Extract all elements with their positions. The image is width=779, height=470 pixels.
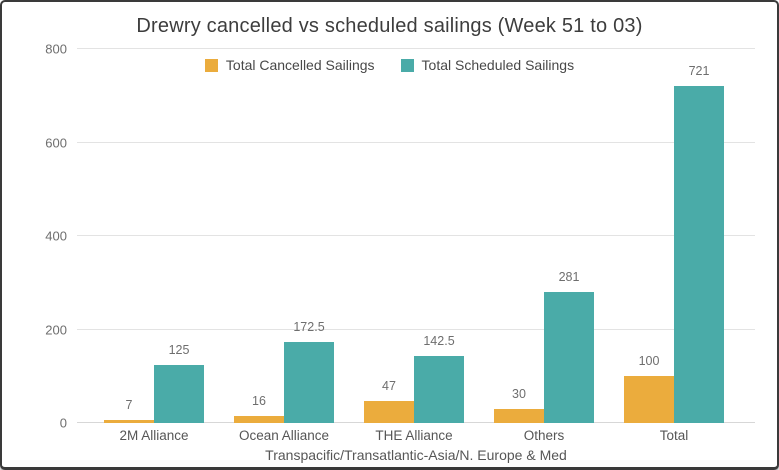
bar-group-others: 30 281 — [479, 49, 609, 423]
bar-value-label-cancelled-ocean-alliance: 16 — [252, 393, 266, 408]
bar-col-scheduled-others: 281 — [544, 49, 594, 423]
bar-scheduled-total — [674, 85, 724, 423]
bar-group-ocean-alliance: 16 172.5 — [219, 49, 349, 423]
bar-scheduled-others — [544, 291, 594, 423]
gridline-800 — [77, 48, 755, 49]
bar-value-label-cancelled-others: 30 — [512, 386, 526, 401]
legend-item-scheduled: Total Scheduled Sailings — [400, 57, 575, 73]
bar-value-label-scheduled-the-alliance: 142.5 — [423, 334, 455, 349]
x-tick-label-2m-alliance: 2M Alliance — [119, 428, 189, 443]
bar-col-scheduled-the-alliance: 142.5 — [414, 49, 464, 423]
bar-value-label-scheduled-ocean-alliance: 172.5 — [293, 320, 325, 335]
legend-swatch-scheduled-icon — [400, 58, 414, 72]
bar-value-label-scheduled-total: 721 — [688, 63, 710, 78]
gridline-200 — [77, 328, 755, 330]
y-tick-label-400: 400 — [45, 228, 67, 244]
bar-col-cancelled-others: 30 — [494, 49, 544, 423]
bar-col-scheduled-ocean-alliance: 172.5 — [284, 49, 334, 423]
x-tick-label-others: Others — [523, 428, 565, 443]
chart-title: Drewry cancelled vs scheduled sailings (… — [136, 15, 643, 37]
x-axis: 2M Alliance Ocean Alliance THE Alliance Oth… — [89, 428, 739, 443]
legend-label-cancelled: Total Cancelled Sailings — [225, 57, 375, 73]
y-tick-label-600: 600 — [45, 135, 67, 150]
bar-cancelled-total — [624, 376, 674, 423]
bar-cancelled-others — [494, 408, 544, 423]
bar-scheduled-the-alliance — [414, 356, 464, 423]
bar-group-2m-alliance: 7 125 — [89, 49, 219, 423]
bar-group-total: 100 721 — [609, 49, 739, 423]
plot-area: 7 125 16 172.5 47 142.5 30 281 100 721 — [89, 49, 739, 423]
bar-cancelled-the-alliance — [364, 401, 414, 423]
bar-value-label-scheduled-others: 281 — [558, 269, 580, 284]
legend-swatch-cancelled-icon — [204, 58, 218, 72]
bar-col-cancelled-2m-alliance: 7 — [104, 49, 154, 423]
y-tick-label-800: 800 — [45, 41, 67, 57]
bar-group-the-alliance: 47 142.5 — [349, 49, 479, 423]
bar-value-label-scheduled-2m-alliance: 125 — [168, 342, 190, 357]
x-tick-label-ocean-alliance: Ocean Alliance — [238, 428, 330, 443]
legend: Total Cancelled Sailings Total Scheduled… — [2, 57, 777, 73]
legend-label-scheduled: Total Scheduled Sailings — [421, 57, 575, 73]
bar-col-cancelled-the-alliance: 47 — [364, 49, 414, 423]
legend-item-cancelled: Total Cancelled Sailings — [204, 57, 375, 73]
bar-cancelled-2m-alliance — [104, 419, 154, 423]
bar-col-scheduled-2m-alliance: 125 — [154, 49, 204, 423]
x-axis-title: Transpacific/Transatlantic-Asia/N. Europ… — [265, 447, 567, 463]
y-axis: 0 200 400 600 800 — [2, 42, 67, 431]
bar-value-label-cancelled-total: 100 — [638, 354, 660, 369]
bar-col-scheduled-total: 721 — [674, 49, 724, 423]
bar-value-label-cancelled-the-alliance: 47 — [382, 379, 396, 394]
x-tick-label-the-alliance: THE Alliance — [375, 428, 453, 443]
gridline-600 — [77, 141, 755, 143]
bar-scheduled-2m-alliance — [154, 364, 204, 423]
bar-value-label-cancelled-2m-alliance: 7 — [125, 397, 133, 412]
bar-col-cancelled-ocean-alliance: 16 — [234, 49, 284, 423]
x-tick-label-total: Total — [659, 428, 689, 443]
y-tick-label-0: 0 — [59, 415, 67, 431]
bar-cancelled-ocean-alliance — [234, 415, 284, 423]
bar-scheduled-ocean-alliance — [284, 342, 334, 423]
gridline-400 — [77, 235, 755, 236]
y-tick-label-200: 200 — [45, 322, 67, 337]
bar-col-cancelled-total: 100 — [624, 49, 674, 423]
